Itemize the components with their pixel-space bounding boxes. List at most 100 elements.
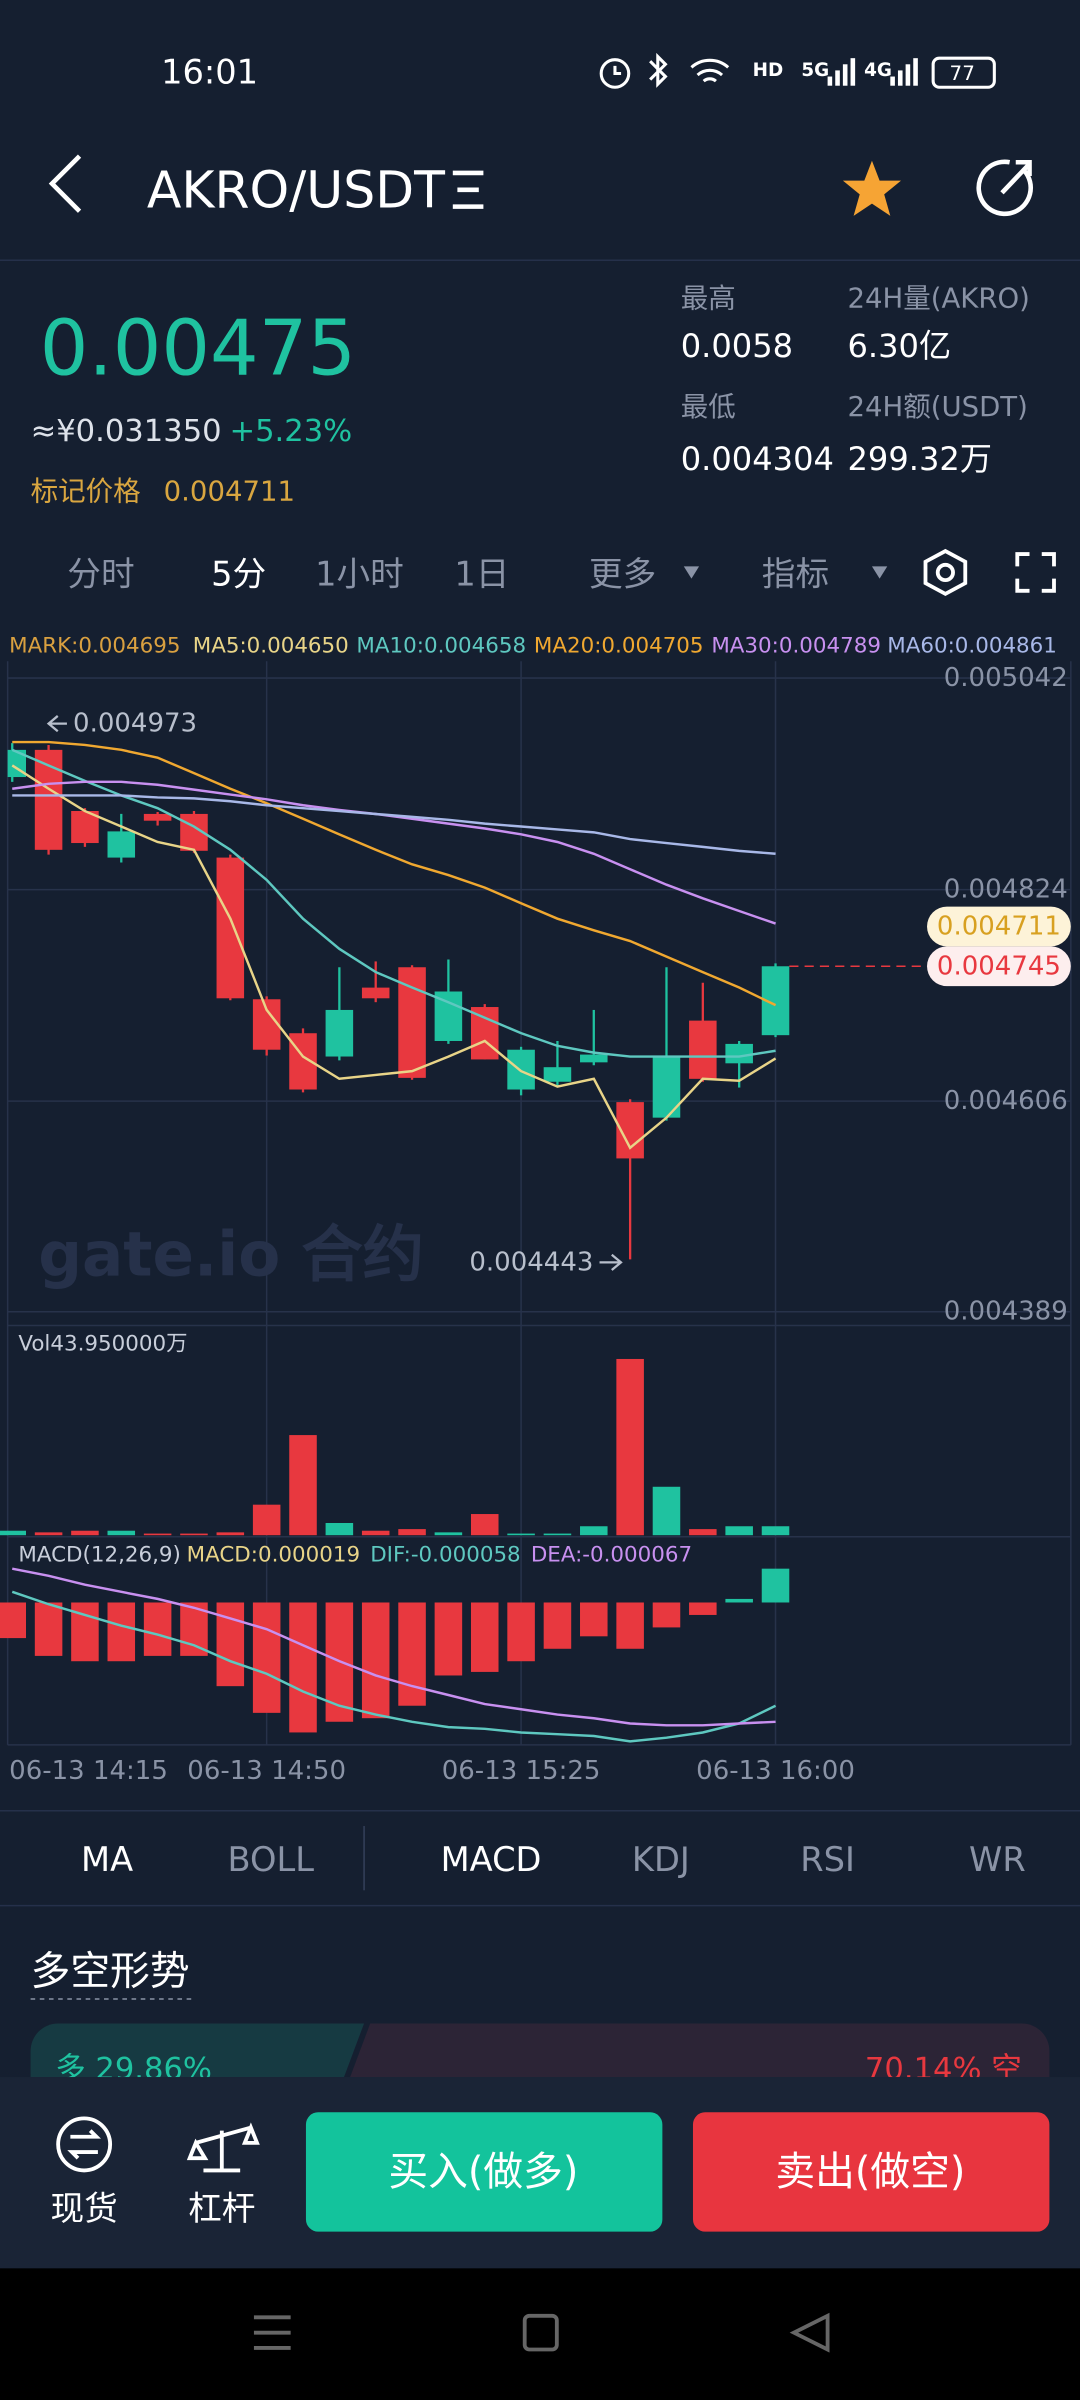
stat-label: 24H量(AKRO) [847, 282, 1029, 314]
macd-bar [143, 1602, 172, 1656]
macd-bar [398, 1602, 426, 1706]
volume-bar [143, 1533, 172, 1536]
legend-entry: MA20:0.004705 [534, 633, 704, 658]
cny-price: ≈¥0.031350 [31, 414, 222, 449]
macd-bar [470, 1602, 499, 1672]
macd-bar [34, 1602, 63, 1656]
mark-label: 标记价格 [31, 475, 141, 507]
back-button[interactable] [48, 154, 82, 213]
pair-title[interactable]: AKRO/USDT [147, 160, 445, 219]
candle-body [580, 1054, 608, 1063]
favorite-star[interactable] [842, 160, 902, 216]
volume-bar [507, 1533, 535, 1536]
volume-bar [689, 1529, 717, 1536]
sell-label[interactable]: 卖出(做空) [775, 2149, 965, 2195]
candle-body [543, 1067, 572, 1082]
stat-value: 299.32万 [847, 440, 991, 478]
period-tab[interactable]: 5分 [211, 554, 266, 593]
y-tick-label: 0.005042 [944, 663, 1068, 693]
menu-icon[interactable] [452, 170, 484, 209]
macd-bar [252, 1602, 281, 1713]
x-tick-label: 06-13 14:50 [187, 1756, 346, 1786]
x-tick-label: 06-13 14:15 [9, 1756, 168, 1786]
y-tick-label: 0.004824 [944, 875, 1068, 905]
candle-body [216, 857, 245, 999]
macd-bar [434, 1602, 463, 1676]
period-tab[interactable]: 分时 [67, 554, 134, 593]
system-nav-icons[interactable] [253, 2312, 830, 2353]
icon-shape [67, 2129, 101, 2160]
high-marker: 0.004973 [73, 709, 197, 739]
macd-bar [361, 1602, 390, 1719]
mark-price-label: 0.004711 [937, 911, 1061, 941]
macd-line [12, 1567, 776, 1727]
margin-icon[interactable] [186, 2122, 260, 2173]
x-tick-label: 06-13 15:25 [442, 1756, 601, 1786]
volume-title: Vol43.950000万 [18, 1331, 187, 1356]
volume-bar [470, 1514, 499, 1536]
candle-body [689, 1020, 717, 1079]
status-icons [599, 52, 996, 89]
dropdown-arrow [871, 566, 888, 579]
volume-bar [216, 1532, 245, 1536]
volume-bar [71, 1530, 99, 1536]
indicator-tab[interactable]: RSI [800, 1840, 855, 1879]
legend-entry: MA60:0.004861 [887, 633, 1057, 658]
nav-label[interactable]: 杠杆 [188, 2189, 255, 2228]
candle-body [470, 1007, 499, 1060]
status-icon-label: 5G [801, 60, 829, 81]
volume-bar [616, 1358, 644, 1536]
indicator-tab[interactable]: BOLL [228, 1840, 315, 1879]
candle-body [325, 1009, 354, 1057]
ma-line [11, 748, 776, 1058]
share-button[interactable] [976, 159, 1033, 217]
volume-bar [0, 1530, 27, 1536]
period-tab[interactable]: 更多 [589, 554, 656, 593]
last-price-tag [927, 946, 1071, 987]
macd-bar [689, 1602, 717, 1615]
period-tab[interactable]: 指标 [762, 554, 829, 593]
settings-icon[interactable] [923, 548, 968, 597]
volume-bar [289, 1435, 317, 1536]
sell-button[interactable] [692, 2112, 1050, 2232]
spot-icon[interactable] [56, 2116, 113, 2173]
volume-bar [107, 1530, 136, 1536]
volume-bar [398, 1529, 426, 1536]
buy-label[interactable]: 买入(做多) [388, 2149, 578, 2195]
high-arrow [46, 715, 67, 733]
volume-bar [761, 1526, 790, 1536]
ma-line [12, 740, 777, 1007]
last-price-label: 0.004745 [937, 951, 1061, 981]
stat-value: 6.30亿 [847, 327, 951, 365]
period-tab[interactable]: 1日 [454, 554, 509, 593]
indicator-tab[interactable]: KDJ [632, 1840, 690, 1879]
indicator-tab[interactable]: WR [969, 1840, 1026, 1879]
stat-value: 0.004304 [681, 440, 834, 478]
stat-value: 0.0058 [681, 327, 793, 365]
macd-bar [0, 1602, 27, 1639]
nav-label[interactable]: 现货 [50, 2189, 117, 2228]
volume-bar [543, 1533, 572, 1536]
x-tick-label: 06-13 16:00 [696, 1756, 855, 1786]
macd-bar [725, 1598, 753, 1603]
ma-line [11, 764, 777, 1150]
macd-bar [616, 1602, 644, 1649]
macd-label: MACD:0.000019 [187, 1543, 360, 1568]
icon-shape [186, 2122, 260, 2173]
buy-button[interactable] [305, 2112, 663, 2232]
battery-level: 77 [950, 62, 975, 85]
low-arrow [599, 1253, 623, 1271]
volume-bar [361, 1530, 390, 1536]
volume-bar [180, 1533, 208, 1536]
fullscreen-icon[interactable] [1015, 552, 1056, 593]
stat-label: 最高 [681, 282, 736, 314]
status-time: 16:01 [161, 52, 258, 91]
indicator-tab[interactable]: MA [81, 1840, 133, 1879]
icon-shape [56, 2116, 113, 2173]
indicator-tab[interactable]: MACD [441, 1840, 542, 1879]
period-tab[interactable]: 1小时 [315, 554, 404, 593]
status-icon-label: 4G [864, 60, 892, 81]
